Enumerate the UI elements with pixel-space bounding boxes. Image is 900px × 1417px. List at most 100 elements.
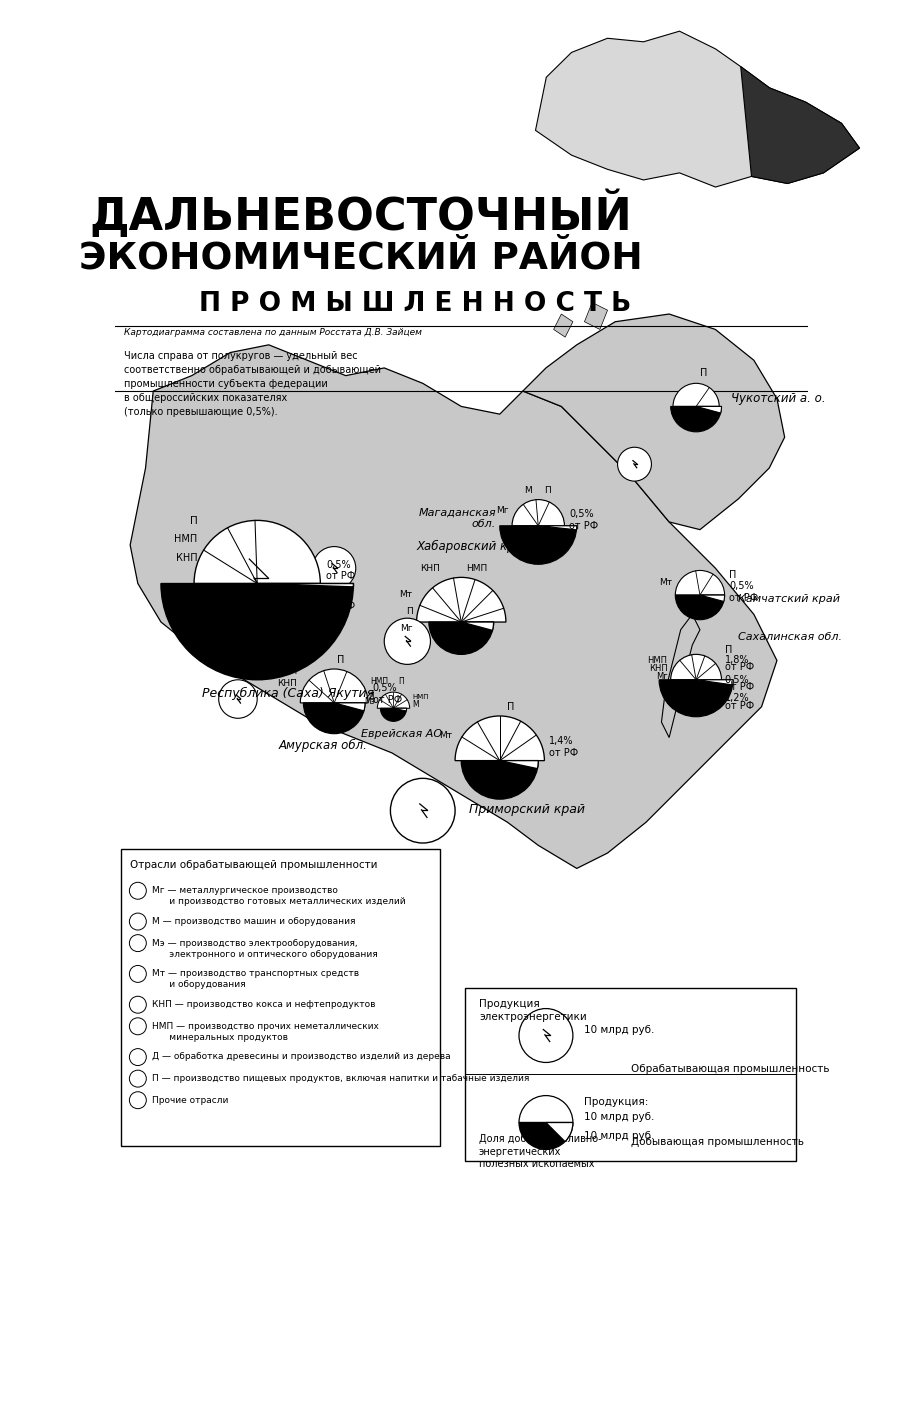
Circle shape	[519, 1009, 573, 1063]
Text: 0,5%: 0,5%	[729, 581, 754, 591]
Text: от РФ: от РФ	[724, 662, 754, 672]
Text: Мэ: Мэ	[364, 697, 375, 706]
Wedge shape	[500, 526, 577, 564]
Text: М: М	[525, 486, 532, 496]
Text: Прочие отрасли: Прочие отрасли	[152, 1095, 228, 1105]
Circle shape	[130, 883, 147, 900]
Text: П Р О М Ы Ш Л Е Н Н О С Т Ь: П Р О М Ы Ш Л Е Н Н О С Т Ь	[199, 290, 631, 317]
Wedge shape	[675, 571, 724, 595]
Circle shape	[219, 680, 257, 718]
Circle shape	[130, 1049, 147, 1066]
Text: П — производство пищевых продуктов, включая напитки и табачные изделия: П — производство пищевых продуктов, вклю…	[152, 1074, 529, 1083]
Wedge shape	[670, 655, 722, 680]
Wedge shape	[696, 407, 722, 412]
Text: КНП: КНП	[176, 554, 197, 564]
Text: КНП: КНП	[649, 665, 668, 673]
Polygon shape	[584, 302, 608, 329]
Wedge shape	[334, 703, 365, 711]
Text: Продукция
электроэнергетики: Продукция электроэнергетики	[479, 999, 587, 1022]
Text: НМП: НМП	[412, 694, 428, 700]
Wedge shape	[538, 526, 577, 530]
Text: Мг: Мг	[400, 625, 413, 633]
Wedge shape	[675, 595, 724, 619]
Text: 3,7%: 3,7%	[327, 587, 353, 597]
Text: КНП: КНП	[277, 679, 297, 687]
Text: Магаданская
обл.: Магаданская обл.	[418, 507, 496, 529]
Text: 0,5%: 0,5%	[373, 683, 397, 693]
Text: ДАЛЬНЕВОСТОЧНЫЙ: ДАЛЬНЕВОСТОЧНЫЙ	[90, 191, 633, 239]
Text: Мг: Мг	[497, 506, 509, 514]
Text: Мт: Мт	[659, 578, 672, 587]
Text: от РФ: от РФ	[569, 521, 598, 531]
Wedge shape	[700, 595, 725, 601]
Wedge shape	[303, 703, 365, 734]
Circle shape	[130, 1091, 147, 1108]
Wedge shape	[519, 1122, 573, 1149]
Wedge shape	[429, 622, 493, 655]
Text: Отрасли обрабатывающей промышленности: Отрасли обрабатывающей промышленности	[130, 860, 378, 870]
Text: Обрабатывающая промышленность: Обрабатывающая промышленность	[631, 1064, 829, 1074]
Text: Доля добычи топливно-
энергетических
полезных ископаемых: Доля добычи топливно- энергетических пол…	[479, 1134, 601, 1169]
Circle shape	[384, 618, 430, 665]
Wedge shape	[461, 622, 493, 631]
Text: П: П	[729, 570, 736, 580]
Text: Хабаровский край: Хабаровский край	[416, 540, 529, 554]
Circle shape	[130, 1070, 147, 1087]
Text: Мэ — производство электрооборудования,
      электронного и оптического оборудов: Мэ — производство электрооборудования, э…	[152, 938, 377, 958]
Circle shape	[130, 965, 147, 982]
Polygon shape	[536, 31, 860, 187]
Wedge shape	[500, 761, 538, 768]
Circle shape	[130, 1017, 147, 1034]
Text: от РФ: от РФ	[327, 601, 356, 611]
Text: П: П	[544, 486, 551, 496]
Wedge shape	[257, 584, 354, 587]
Text: от РФ: от РФ	[729, 594, 759, 604]
Text: 1,8%: 1,8%	[724, 655, 749, 665]
Wedge shape	[461, 761, 538, 799]
Text: Картодиаграмма составлена по данным Росстата Д.В. Зайцем: Картодиаграмма составлена по данным Росс…	[124, 327, 422, 337]
Text: 1,2%: 1,2%	[724, 693, 749, 703]
Text: П: П	[724, 645, 732, 655]
Wedge shape	[659, 680, 733, 717]
Text: 0,5%: 0,5%	[724, 674, 749, 684]
Wedge shape	[393, 708, 407, 711]
Circle shape	[130, 996, 147, 1013]
Wedge shape	[670, 407, 722, 432]
Text: 0,5%: 0,5%	[327, 560, 351, 570]
Circle shape	[391, 778, 455, 843]
Text: НМП: НМП	[174, 534, 197, 544]
Polygon shape	[130, 344, 777, 869]
Circle shape	[312, 547, 356, 589]
Polygon shape	[554, 315, 573, 337]
Wedge shape	[381, 708, 407, 721]
Text: 10 млрд руб.: 10 млрд руб.	[584, 1112, 655, 1122]
Text: от РФ: от РФ	[549, 748, 579, 758]
Text: КНП: КНП	[420, 564, 440, 574]
Text: 10 млрд руб.: 10 млрд руб.	[584, 1131, 655, 1141]
Wedge shape	[519, 1095, 573, 1122]
Text: П: П	[190, 516, 197, 526]
Text: от РФ: от РФ	[373, 694, 402, 704]
Text: Мт: Мт	[439, 731, 452, 740]
Text: Камчатский край: Камчатский край	[738, 594, 841, 604]
Polygon shape	[741, 67, 860, 183]
Text: НМП: НМП	[648, 656, 668, 665]
Wedge shape	[377, 691, 410, 708]
Text: Числа справа от полукругов — удельный вес
соответственно обрабатывающей и добыва: Числа справа от полукругов — удельный ве…	[124, 351, 381, 417]
Text: ЭКОНОМИЧЕСКИЙ РАЙОН: ЭКОНОМИЧЕСКИЙ РАЙОН	[79, 241, 643, 276]
Text: Амурская обл.: Амурская обл.	[278, 740, 367, 752]
Wedge shape	[673, 384, 719, 407]
Text: М: М	[412, 700, 418, 708]
Text: Мт: Мт	[400, 591, 413, 599]
Circle shape	[617, 448, 652, 482]
Text: НМП: НМП	[466, 564, 488, 574]
Wedge shape	[194, 520, 320, 584]
Text: КНП — производство кокса и нефтепродуктов: КНП — производство кокса и нефтепродукто…	[152, 1000, 375, 1009]
Wedge shape	[417, 577, 506, 622]
Text: Приморский край: Приморский край	[469, 803, 585, 816]
Polygon shape	[523, 315, 785, 530]
Text: НМП: НМП	[276, 667, 297, 676]
Text: Продукция:: Продукция:	[584, 1097, 649, 1107]
Text: Мг — металлургическое производство
      и производство готовых металлических из: Мг — металлургическое производство и про…	[152, 886, 405, 907]
Wedge shape	[512, 500, 564, 526]
